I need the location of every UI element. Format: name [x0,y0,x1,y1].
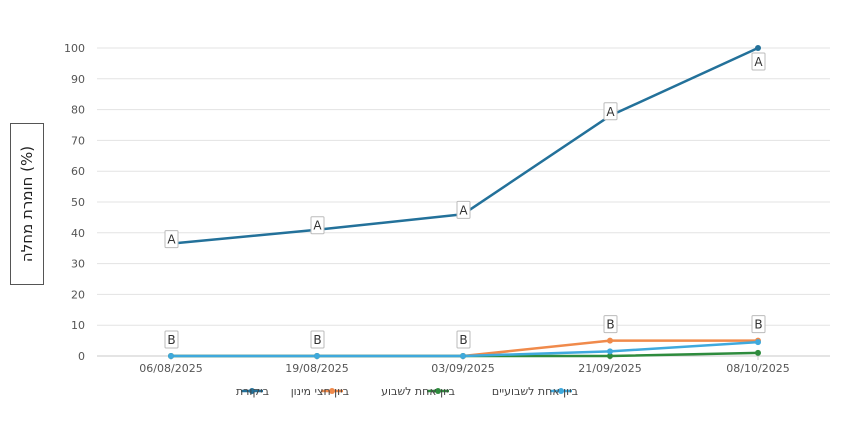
legend: ביקורת ביון חצי מינון ביון אחת לשבוע ביון א… [236,385,578,398]
y-tick-label: 20 [71,288,85,301]
data-label-text: A [606,105,615,119]
data-label-box [751,315,766,334]
data-label-text: A [459,203,468,217]
data-label-text: A [313,219,322,233]
legend-swatch-dot [558,388,564,394]
legend-item[interactable]: ביקורת [236,385,269,398]
legend-label: ביון אחת לשבועיים [492,385,578,398]
data-label: B [751,315,766,334]
data-label: B [456,330,471,349]
legend-item[interactable]: ביון אחת לשבוע [381,385,455,398]
data-label-text: A [167,233,176,247]
x-tick-label: 06/08/2025 [139,362,202,375]
data-point [168,353,174,359]
data-label-box [310,216,325,235]
data-label-box [603,102,618,121]
data-label-box [164,230,179,249]
y-tick-label: 30 [71,258,85,271]
y-axis-label: חומרת מחלה (%) [18,145,36,263]
x-tick-label: 03/09/2025 [431,362,494,375]
legend-label: ביון אחת לשבוע [381,385,455,398]
data-label-text: B [606,318,614,332]
y-tick-label: 100 [64,42,85,55]
legend-label: ביון חצי מינון [291,385,349,398]
x-tick-label: 21/09/2025 [578,362,641,375]
y-tick-label: 40 [71,227,85,240]
annotation-labels: A A A A A B B B B B [164,52,766,349]
x-tick-label: 08/10/2025 [726,362,789,375]
data-label: A [456,200,471,219]
legend-swatch-dot [249,388,255,394]
y-tick-label: 10 [71,319,85,332]
data-point [607,337,613,344]
y-axis-label-box: חומרת מחלה (%) [10,123,44,285]
y-tick-label: 60 [71,165,85,178]
data-point [460,353,466,359]
data-label-text: B [459,333,467,347]
data-label: B [310,330,325,349]
y-tick-label: 70 [71,134,85,147]
data-label: A [751,52,766,71]
data-label-text: B [167,333,175,347]
data-label: B [603,315,618,334]
x-tick-label: 19/08/2025 [285,362,348,375]
y-tick-label: 90 [71,73,85,86]
data-point [755,45,761,51]
legend-label: ביקורת [236,385,269,398]
legend-item[interactable]: ביון חצי מינון [291,385,349,398]
data-label-box [310,330,325,349]
data-label-box [751,52,766,71]
legend-swatch-dot [329,388,335,394]
legend-swatch-dot [435,388,441,394]
data-point [755,349,761,356]
legend-item[interactable]: ביון אחת לשבועיים [492,385,578,398]
data-label-box [603,315,618,334]
data-point [755,339,761,346]
y-tick-label: 50 [71,196,85,209]
y-tick-label: 80 [71,104,85,117]
data-label: A [603,102,618,121]
data-point [607,348,613,355]
y-tick-label: 0 [78,350,85,363]
data-label-box [456,200,471,219]
data-label: A [164,230,179,249]
data-point [607,353,613,359]
data-point [314,353,320,359]
data-label-text: B [313,333,321,347]
data-label-box [456,330,471,349]
data-label: A [310,216,325,235]
y-axis-ticks: 0 10 20 30 40 50 60 70 80 90 100 [64,42,85,363]
data-label: B [164,330,179,349]
data-label-text: A [754,55,763,69]
data-label-text: B [754,318,762,332]
data-label-box [164,330,179,349]
